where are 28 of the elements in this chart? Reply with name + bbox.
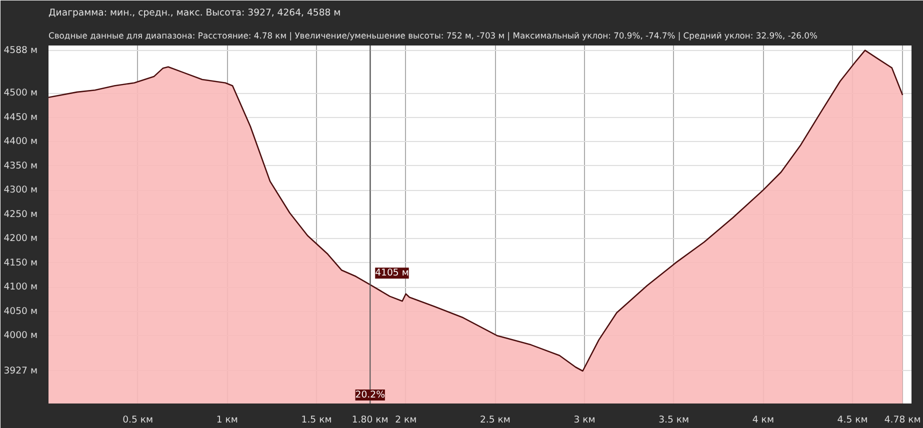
chart-title: Диаграмма: мин., средн., макс. Высота: 3927, 4264, 4588 м xyxy=(48,8,341,18)
x-tick-label: 4.5 км xyxy=(837,414,868,426)
y-tick-label: 4250 м xyxy=(4,208,38,220)
y-tick-label: 4500 м xyxy=(4,88,38,99)
ref-line-label: 1.80 км xyxy=(352,414,388,426)
x-tick-label: 4.78 км xyxy=(884,414,921,426)
x-tick-label: 3.5 км xyxy=(658,414,690,426)
x-tick-label: 4 км xyxy=(752,414,774,426)
x-tick-label: 3 км xyxy=(574,414,596,426)
y-tick-label: 4100 м xyxy=(4,282,38,293)
x-tick-label: 0.5 км xyxy=(122,414,154,426)
x-tick-label: 2.5 км xyxy=(480,414,510,426)
y-tick-label: 4350 м xyxy=(4,160,38,172)
annotation: 4105 м xyxy=(375,268,409,279)
y-tick-label: 4300 м xyxy=(4,184,38,196)
y-tick-label: 4150 м xyxy=(4,257,38,268)
y-tick-label: 4400 м xyxy=(4,136,38,148)
chart-subtitle: Сводные данные для диапазона: Расстояние: 4.78 км | Увеличение/уменьшение высоты: 752 м, -703 м | Максимальный уклон: 70.9%, -74.7% | Средний уклон: 32.9%, -26.0% xyxy=(48,30,818,40)
y-tick-label: 4450 м xyxy=(4,112,38,123)
x-tick-label: 2 км xyxy=(395,414,417,426)
y-tick-label: 4050 м xyxy=(4,306,38,317)
y-tick-label: 4588 м xyxy=(4,44,38,56)
x-tick-label: 1 км xyxy=(216,414,238,426)
y-tick-label: 4200 м xyxy=(4,233,38,244)
y-tick-label: 4000 м xyxy=(4,330,38,342)
x-tick-label: 1.5 км xyxy=(301,414,332,426)
y-tick-label: 3927 м xyxy=(4,366,38,376)
annotation: 20.2% xyxy=(355,390,386,400)
